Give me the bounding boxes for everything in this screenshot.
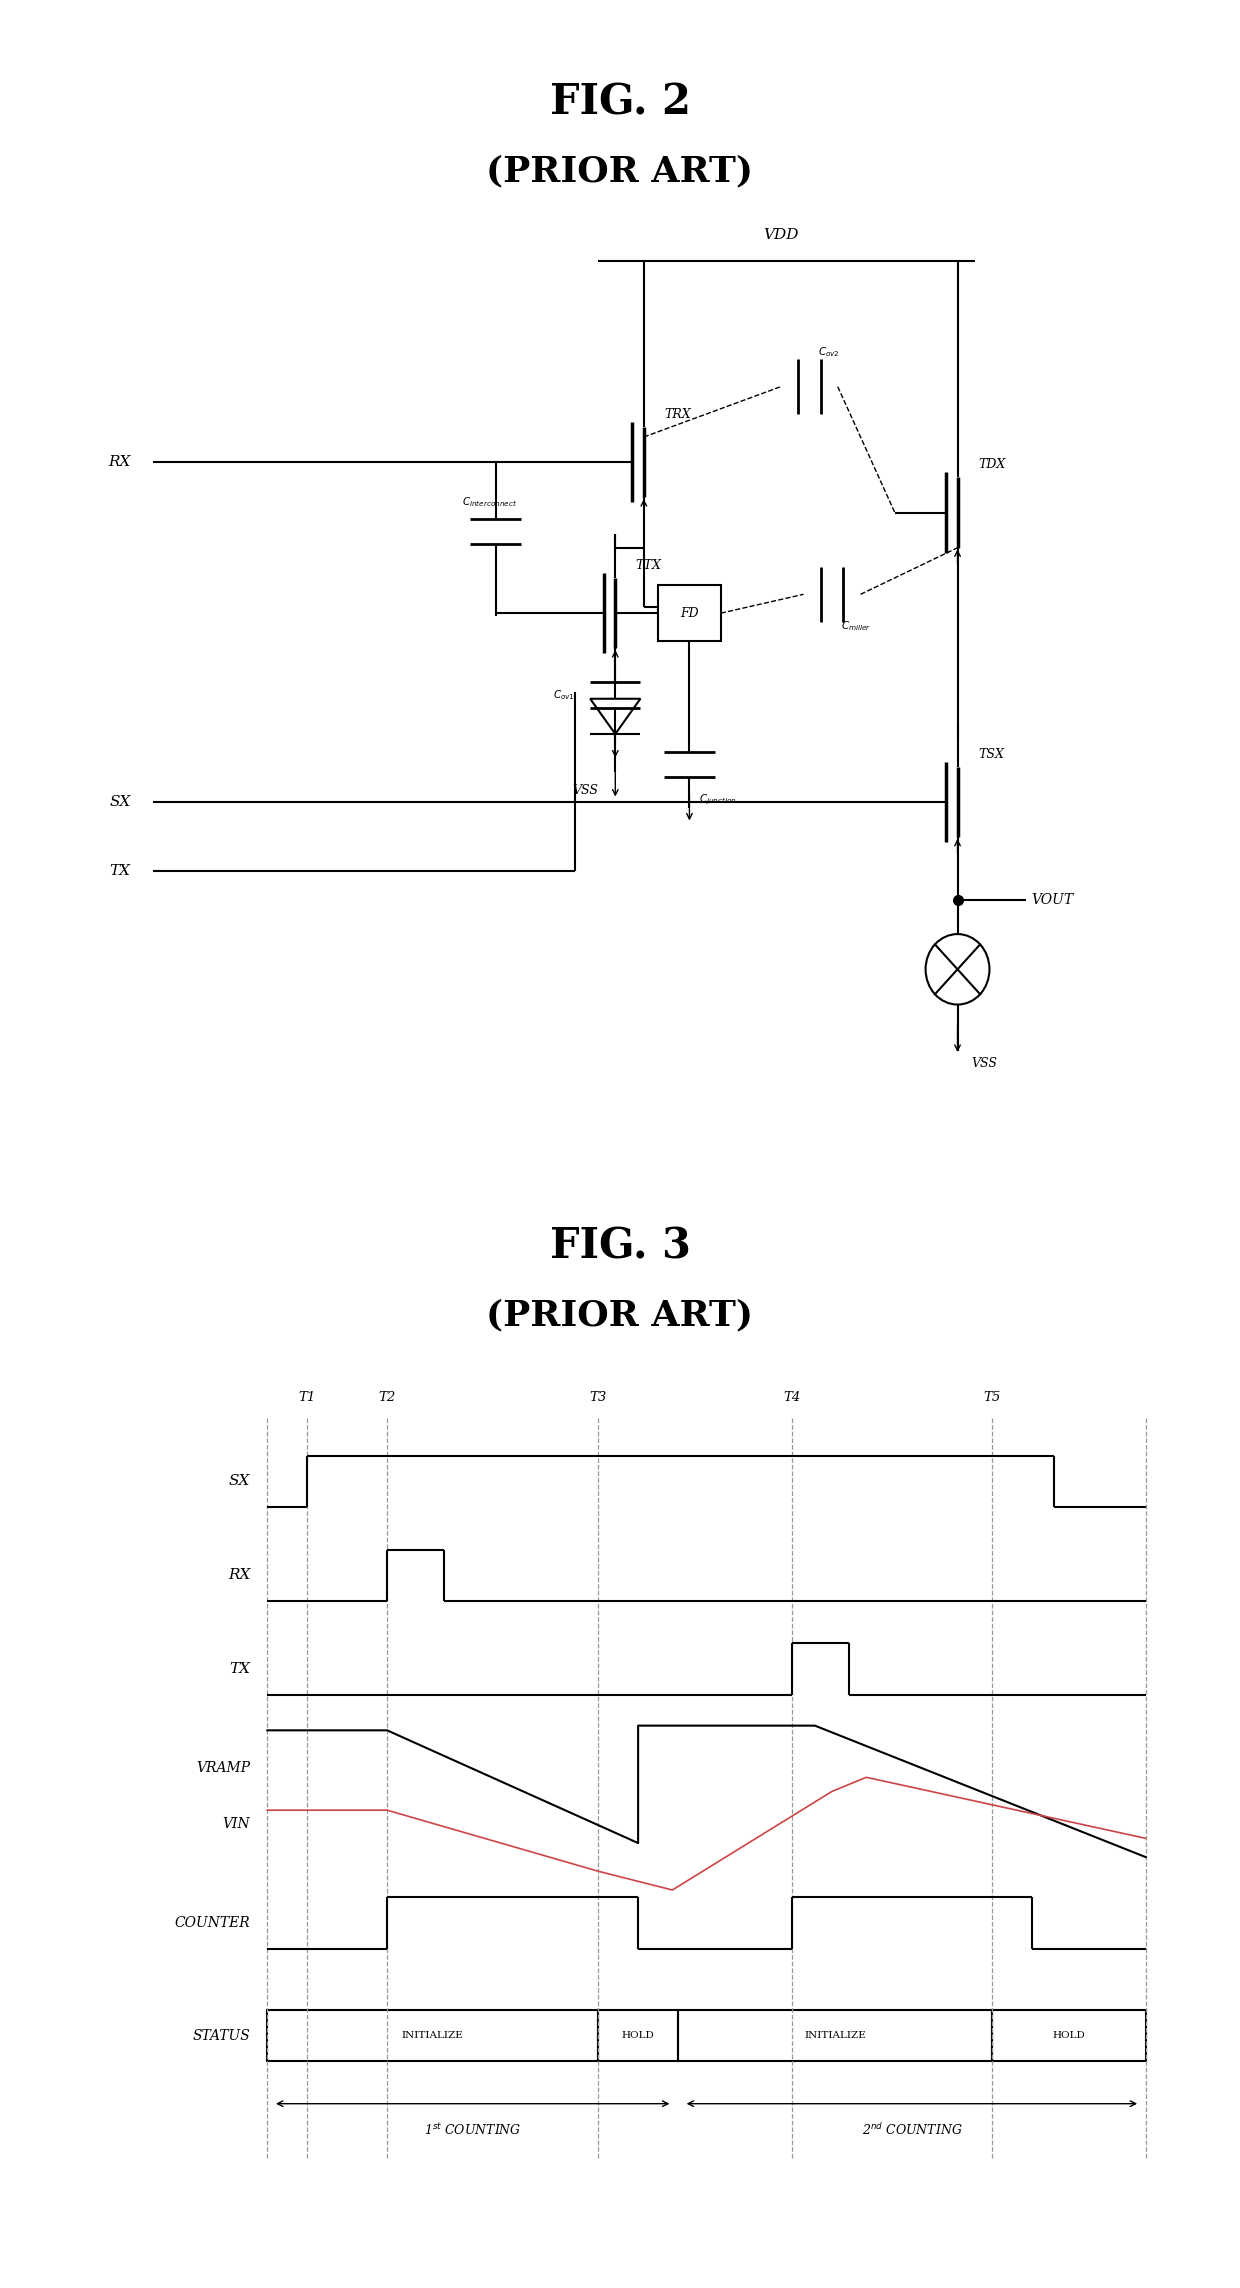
- Text: T1: T1: [299, 1391, 316, 1405]
- Text: SX: SX: [109, 794, 130, 810]
- Text: $C_{miller}$: $C_{miller}$: [841, 618, 872, 634]
- Text: STATUS: STATUS: [192, 2029, 250, 2043]
- Text: VDD: VDD: [763, 229, 799, 243]
- Text: FIG. 2: FIG. 2: [549, 82, 691, 124]
- Text: T4: T4: [784, 1391, 801, 1405]
- Text: T5: T5: [983, 1391, 1001, 1405]
- Text: HOLD: HOLD: [621, 2032, 655, 2041]
- Text: SX: SX: [229, 1473, 250, 1489]
- Text: VSS: VSS: [971, 1057, 997, 1071]
- Bar: [268, 2009, 598, 2061]
- Text: RX: RX: [108, 455, 130, 469]
- Text: 1$^{st}$ COUNTING: 1$^{st}$ COUNTING: [424, 2123, 521, 2137]
- Text: TDX: TDX: [978, 458, 1006, 471]
- Text: VIN: VIN: [223, 1817, 250, 1830]
- Text: INITIALIZE: INITIALIZE: [402, 2032, 464, 2041]
- Bar: [598, 2009, 678, 2061]
- Text: TTX: TTX: [636, 558, 662, 572]
- Text: T3: T3: [589, 1391, 606, 1405]
- Text: RX: RX: [228, 1567, 250, 1583]
- Text: T2: T2: [378, 1391, 396, 1405]
- Text: TX: TX: [109, 865, 130, 879]
- Text: VRAMP: VRAMP: [196, 1762, 250, 1775]
- Text: TRX: TRX: [665, 407, 691, 421]
- Text: INITIALIZE: INITIALIZE: [804, 2032, 866, 2041]
- Text: VSS: VSS: [572, 785, 598, 796]
- Text: 2$^{nd}$ COUNTING: 2$^{nd}$ COUNTING: [862, 2121, 962, 2137]
- Bar: [678, 2009, 992, 2061]
- Bar: [992, 2009, 1146, 2061]
- Text: (PRIOR ART): (PRIOR ART): [486, 1300, 754, 1332]
- Text: COUNTER: COUNTER: [175, 1915, 250, 1929]
- Text: TX: TX: [229, 1663, 250, 1677]
- Text: $C_{junction}$: $C_{junction}$: [698, 792, 737, 808]
- Text: FD: FD: [680, 606, 699, 620]
- Text: TSX: TSX: [978, 748, 1004, 760]
- FancyBboxPatch shape: [658, 586, 720, 641]
- Text: HOLD: HOLD: [1053, 2032, 1085, 2041]
- Text: $C_{ov2}$: $C_{ov2}$: [818, 345, 841, 359]
- Text: $C_{ov1}$: $C_{ov1}$: [553, 689, 575, 702]
- Text: (PRIOR ART): (PRIOR ART): [486, 156, 754, 188]
- Text: VOUT: VOUT: [1032, 892, 1074, 906]
- Text: FIG. 3: FIG. 3: [549, 1226, 691, 1268]
- Text: $C_{interconnect}$: $C_{interconnect}$: [463, 494, 517, 508]
